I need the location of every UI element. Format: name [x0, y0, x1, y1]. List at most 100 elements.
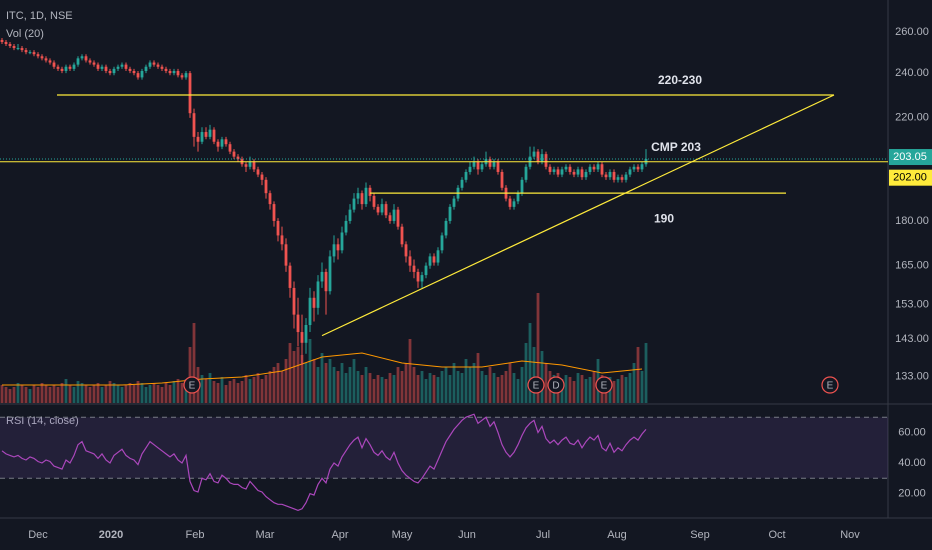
candle-body	[72, 64, 76, 69]
last-price-label: 203.05	[893, 151, 927, 163]
volume-bar	[436, 377, 440, 403]
volume-bar	[392, 375, 396, 403]
volume-bar	[204, 379, 208, 403]
candle-body	[596, 164, 600, 170]
volume-bar	[356, 371, 360, 403]
volume-bar	[96, 383, 100, 403]
volume-bar	[212, 381, 216, 403]
candle-body	[520, 179, 524, 194]
candle-body	[548, 166, 552, 172]
volume-bar	[176, 379, 180, 403]
volume-bar	[584, 379, 588, 403]
volume-bar	[188, 347, 192, 403]
volume-bar	[140, 383, 144, 403]
candle-body	[372, 195, 376, 207]
volume-bar	[620, 375, 624, 403]
drawing-label: 190	[654, 211, 674, 225]
candle-body	[392, 209, 396, 221]
candle-body	[536, 151, 540, 162]
rsi-tick-label: 60.00	[898, 426, 926, 438]
volume-bar	[520, 367, 524, 403]
candle-body	[348, 209, 352, 221]
candle-body	[428, 256, 432, 266]
candle-body	[560, 169, 564, 175]
volume-bar	[72, 387, 76, 403]
volume-bar	[256, 373, 260, 403]
volume-bar	[284, 359, 288, 403]
candle-body	[232, 151, 236, 157]
candle-body	[84, 56, 88, 61]
volume-bar	[300, 355, 304, 403]
volume-bar	[332, 367, 336, 403]
volume-bar	[372, 379, 376, 403]
event-marker	[821, 376, 839, 394]
volume-bar	[120, 387, 124, 403]
candle-body	[144, 66, 148, 71]
volume-ma	[2, 352, 643, 386]
event-label: E	[827, 381, 834, 392]
volume-bar	[268, 371, 272, 403]
candle-body	[408, 256, 412, 266]
candle-body	[492, 161, 496, 167]
candle-body	[424, 265, 428, 276]
candle-body	[236, 156, 240, 160]
volume-bar	[108, 381, 112, 403]
event-marker	[547, 376, 565, 394]
candle-body	[388, 215, 392, 221]
candle-body	[440, 235, 444, 251]
candle-body	[108, 70, 112, 74]
volume-bar	[308, 339, 312, 403]
candle-body	[32, 52, 36, 55]
volume-bar	[320, 353, 324, 403]
trend-line	[321, 94, 835, 337]
candle-body	[52, 62, 56, 67]
candle-body	[60, 68, 64, 71]
candle-body	[80, 56, 84, 59]
volume-bar	[432, 375, 436, 403]
volume-bar	[80, 383, 84, 403]
candle-body	[224, 139, 228, 145]
candle-body	[212, 129, 216, 142]
volume-bar	[516, 379, 520, 403]
candle-body	[152, 62, 156, 65]
volume-bar	[252, 377, 256, 403]
volume-bar	[296, 347, 300, 403]
candle-body	[436, 250, 440, 263]
volume-bar	[12, 387, 16, 403]
volume-bar	[492, 373, 496, 403]
volume-bar	[148, 385, 152, 403]
candle-body	[292, 287, 296, 315]
volume-bar	[572, 381, 576, 403]
volume-bar	[192, 323, 196, 403]
volume-bar	[200, 375, 204, 403]
candle-body	[116, 66, 120, 69]
volume-bar	[468, 367, 472, 403]
candle-body	[556, 169, 560, 175]
candle-body	[164, 68, 168, 71]
candle-body	[156, 64, 160, 67]
volume-bar	[152, 383, 156, 403]
candle-body	[544, 154, 548, 167]
candle-body	[200, 132, 204, 142]
candle-body	[96, 64, 100, 69]
volume-bar	[440, 371, 444, 403]
volume-bar	[328, 359, 332, 403]
volume-bar	[400, 371, 404, 403]
candle-body	[468, 166, 472, 172]
candle-body	[532, 151, 536, 157]
volume-bar	[280, 371, 284, 403]
volume-bar	[644, 343, 648, 403]
candle-body	[160, 66, 164, 69]
volume-bar	[340, 363, 344, 403]
candle-body	[296, 314, 300, 333]
candle-body	[444, 220, 448, 236]
volume-bar	[104, 385, 108, 403]
volume-bar	[444, 367, 448, 403]
volume-bar	[344, 373, 348, 403]
candle-body	[384, 204, 388, 216]
volume-bar	[624, 377, 628, 403]
x-tick-label: May	[392, 529, 413, 541]
volume-bar	[64, 379, 68, 403]
last-price-box	[889, 149, 932, 166]
candle-body	[624, 174, 628, 180]
